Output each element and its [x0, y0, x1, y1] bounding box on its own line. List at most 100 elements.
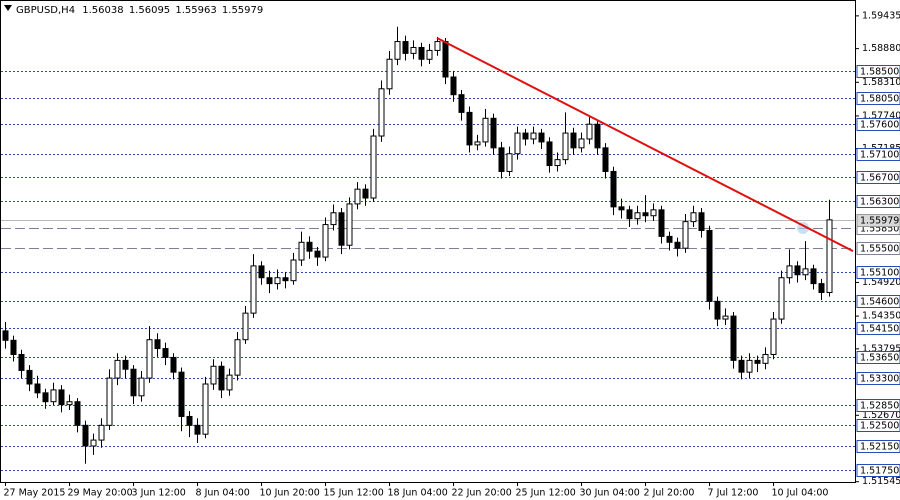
candle-body	[18, 353, 25, 371]
x-tick-label: 10 Jun 20:00	[260, 488, 320, 499]
x-tick-label: 2 Jul 20:00	[644, 488, 695, 499]
trendline	[436, 37, 854, 253]
y-tick-label: 1.58880	[862, 43, 900, 54]
candle-body	[130, 368, 137, 397]
x-tick-label: 8 Jun 04:00	[196, 488, 250, 499]
level-label: 1.51750	[860, 466, 899, 477]
candles	[2, 26, 833, 464]
candle-body	[682, 221, 689, 249]
menu-icon[interactable]	[4, 5, 12, 11]
level-label: 1.53300	[860, 374, 899, 385]
candle-body	[58, 389, 65, 406]
level-box	[856, 440, 900, 453]
level-label: 1.54150	[860, 324, 899, 335]
level-label: 1.54600	[860, 297, 899, 308]
level-label: 1.52150	[860, 442, 899, 453]
candle-body	[618, 206, 625, 211]
candle-body	[626, 209, 633, 220]
candle-body	[466, 111, 473, 146]
bid-box	[856, 214, 900, 227]
candle-body	[122, 359, 129, 370]
candle-body	[202, 383, 209, 435]
candle-body	[426, 49, 433, 60]
candle-body	[186, 415, 193, 426]
y-tick-label: 1.53795	[862, 343, 900, 354]
candle-body	[818, 283, 825, 293]
header-low: 1.55963	[175, 5, 216, 16]
candle-body	[770, 318, 777, 355]
candle-body	[506, 153, 513, 172]
candle-body	[802, 268, 809, 276]
candle-body	[370, 135, 377, 199]
candle-body	[474, 141, 481, 146]
y-tick-label: 1.54350	[862, 311, 900, 322]
candle-body	[354, 188, 361, 205]
level-label: 1.56700	[860, 173, 899, 184]
candle-body	[90, 439, 97, 447]
level-box	[856, 295, 900, 308]
level-box	[856, 65, 900, 78]
level-label: 1.55500	[860, 244, 899, 255]
candle-body	[314, 250, 321, 258]
candle-body	[298, 241, 305, 261]
level-box	[856, 399, 900, 412]
candle-body	[546, 141, 553, 167]
candle-body	[114, 359, 121, 379]
candle-body	[218, 365, 225, 391]
candle-body	[442, 41, 449, 78]
candle-body	[794, 265, 801, 276]
candle-body	[458, 94, 465, 113]
candle-body	[570, 132, 577, 149]
x-tick-label: 18 Jun 04:00	[388, 488, 448, 499]
y-tick-label: 1.52670	[862, 410, 900, 421]
candle-body	[66, 401, 73, 406]
candle-body	[362, 188, 369, 199]
candle-body	[394, 41, 401, 60]
candle-body	[674, 241, 681, 249]
candle-body	[738, 359, 745, 373]
candle-body	[162, 348, 169, 358]
candle-body	[730, 315, 737, 361]
candle-body	[26, 369, 33, 385]
candle-body	[610, 170, 617, 208]
candle-body	[826, 219, 833, 293]
level-box	[856, 118, 900, 131]
level-label: 1.55100	[860, 268, 899, 279]
candle-body	[658, 209, 665, 237]
x-tick-label: 30 Jun 04:00	[580, 488, 640, 499]
candle-body	[402, 41, 409, 54]
y-tick-label: 1.58310	[862, 77, 900, 88]
x-tick-label: 3 Jun 12:00	[132, 488, 186, 499]
candle-body	[258, 265, 265, 279]
candle-body	[450, 76, 457, 96]
level-label: 1.52850	[860, 401, 899, 412]
candle-body	[410, 46, 417, 54]
x-tick-label: 22 Jun 20:00	[452, 488, 512, 499]
level-label: 1.53650	[860, 353, 899, 364]
candle-body	[98, 424, 105, 441]
candle-body	[490, 117, 497, 149]
candle-body	[690, 212, 697, 223]
x-tick-label: 25 Jun 12:00	[516, 488, 576, 499]
candle-body	[10, 339, 17, 355]
axis: 1.594351.588801.583101.577401.571851.549…	[4, 10, 900, 499]
candle-body	[226, 374, 233, 391]
chart-header: GBPUSD,H4 1.56038 1.56095 1.55963 1.5597…	[16, 5, 263, 16]
level-box	[856, 266, 900, 279]
candle-body	[810, 268, 817, 285]
level-box	[856, 419, 900, 432]
candle-body	[194, 424, 201, 435]
level-label: 1.58050	[860, 94, 899, 105]
candle-body	[234, 339, 241, 376]
symbol: GBPUSD,H4	[16, 5, 75, 16]
candle-body	[762, 353, 769, 364]
candle-body	[714, 300, 721, 320]
candle-body	[274, 277, 281, 285]
level-label: 1.55850	[860, 224, 899, 235]
candle-body	[434, 41, 441, 51]
y-tick-label: 1.51545	[862, 476, 900, 487]
candle-body	[602, 147, 609, 172]
candle-body	[386, 58, 393, 90]
level-label: 1.52500	[860, 421, 899, 432]
candle-body	[378, 88, 385, 137]
